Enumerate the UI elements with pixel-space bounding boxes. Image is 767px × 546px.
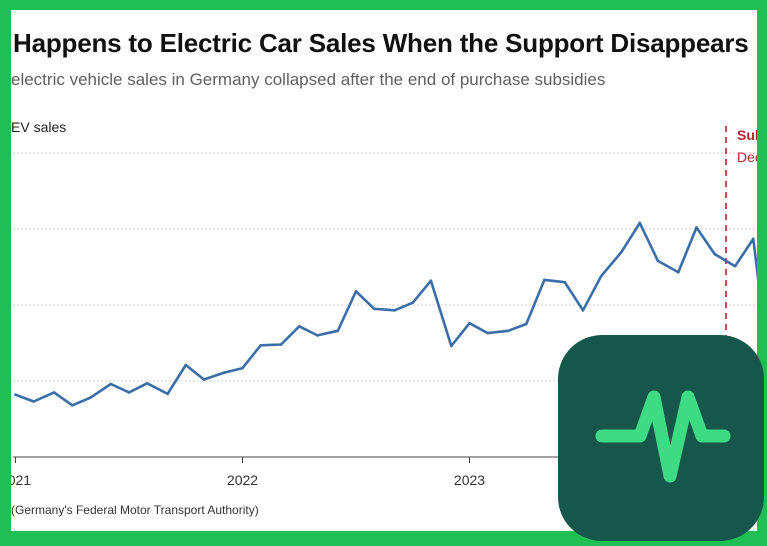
x-tick-label: 2022: [227, 472, 258, 488]
app-icon: [558, 335, 764, 541]
data-point: [468, 321, 471, 325]
data-point: [677, 271, 680, 274]
data-point: [695, 226, 698, 229]
data-point: [52, 391, 56, 394]
data-point: [581, 309, 585, 312]
x-tick-label: 2023: [454, 472, 485, 488]
data-point: [638, 221, 642, 225]
data-point: [733, 264, 737, 268]
data-point: [297, 324, 301, 328]
annotation-title: Subsidies ended: [737, 127, 757, 143]
chart-subtitle: electric vehicle sales in Germany collap…: [11, 70, 606, 89]
data-point: [145, 381, 149, 385]
data-point: [127, 391, 131, 394]
data-point: [506, 329, 510, 333]
data-point: [486, 331, 489, 335]
data-point: [354, 290, 358, 293]
chart-card: Happens to Electric Car Sales When the S…: [11, 10, 757, 531]
data-point: [429, 279, 433, 282]
data-point: [241, 366, 244, 370]
chart-title: Happens to Electric Car Sales When the S…: [13, 28, 749, 58]
data-point: [620, 250, 623, 254]
data-point: [524, 322, 528, 326]
y-axis-label: EV sales: [11, 119, 67, 135]
data-point: [184, 363, 188, 367]
data-point: [336, 329, 340, 333]
data-point: [543, 278, 546, 282]
data-point: [109, 382, 113, 386]
data-point: [713, 252, 716, 256]
data-point: [89, 396, 92, 400]
x-tick-label: 2021: [11, 472, 31, 488]
data-point: [751, 237, 755, 241]
pulse-icon: [595, 390, 731, 483]
annotation-date: Dec 17, 2023: [737, 149, 757, 165]
data-point: [166, 392, 169, 396]
data-point: [599, 274, 603, 278]
data-point: [316, 334, 319, 337]
data-point: [70, 404, 74, 407]
data-point: [279, 343, 283, 346]
data-point: [450, 344, 453, 348]
data-point: [202, 378, 206, 381]
data-point: [223, 371, 226, 374]
data-point: [259, 343, 262, 347]
data-point: [411, 301, 415, 305]
data-point: [393, 309, 396, 312]
data-point: [14, 393, 17, 396]
source-note: (Germany's Federal Motor Transport Autho…: [11, 503, 259, 517]
data-point: [372, 307, 376, 311]
data-point: [656, 259, 660, 263]
data-point: [563, 280, 567, 284]
data-point: [32, 400, 35, 403]
